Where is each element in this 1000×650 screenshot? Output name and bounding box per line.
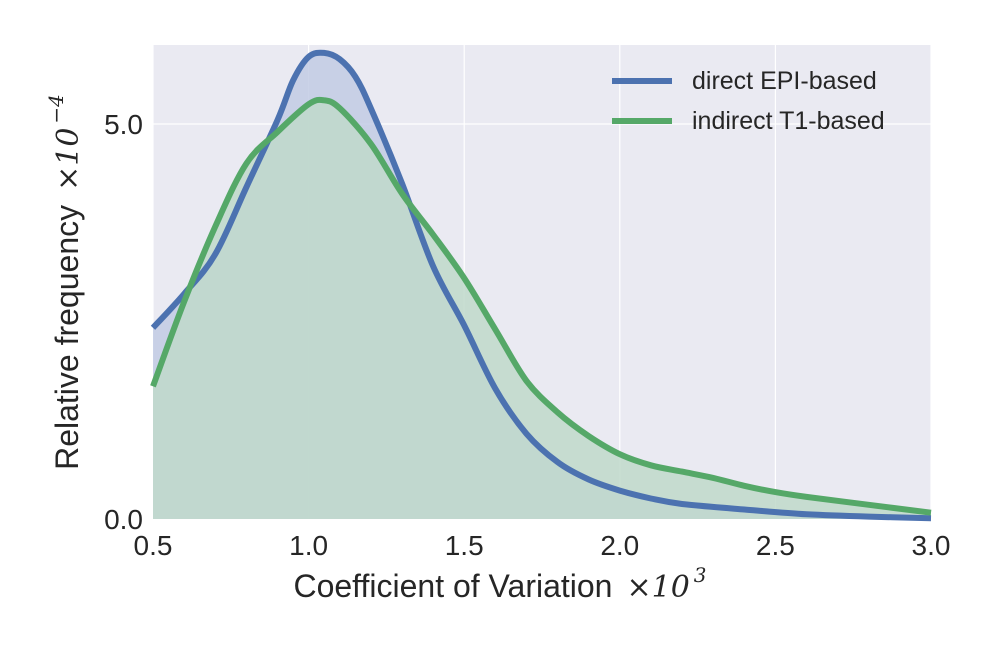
x-tick-label-1: 1.0 — [289, 530, 328, 561]
x-tick-label-5: 3.0 — [912, 530, 951, 561]
series-fill-1 — [153, 99, 931, 520]
series-lines — [150, 49, 932, 522]
y-tick-label-1: 5.0 — [104, 109, 143, 140]
series-line-1 — [150, 96, 932, 516]
y-axis-exponent: −4 — [44, 94, 68, 123]
y-axis-scale: ×10 — [51, 128, 86, 191]
x-tick-labels: 0.5 1.0 1.5 2.0 2.5 3.0 — [134, 530, 951, 561]
y-axis-label-text: Relative frequency — [49, 205, 85, 470]
y-tick-labels: 0.0 5.0 — [104, 109, 143, 535]
legend: direct EPI-based indirect T1-based — [612, 67, 885, 135]
x-axis-label-text: Coefficient of Variation — [293, 568, 612, 604]
x-tick-label-2: 1.5 — [445, 530, 484, 561]
series-line-0 — [150, 49, 932, 522]
legend-label-0: direct EPI-based — [692, 67, 877, 95]
x-tick-label-0: 0.5 — [134, 530, 173, 561]
y-axis-label: Relative frequency ×10 −4 — [44, 94, 86, 470]
x-tick-label-4: 2.5 — [756, 530, 795, 561]
series-fills — [153, 52, 931, 520]
x-axis-scale: ×10 — [626, 570, 689, 605]
legend-label-1: indirect T1-based — [692, 107, 885, 135]
x-axis-label: Coefficient of Variation ×10 3 — [293, 563, 706, 605]
x-axis-exponent: 3 — [694, 563, 707, 587]
x-tick-label-3: 2.0 — [600, 530, 639, 561]
y-tick-label-0: 0.0 — [104, 504, 143, 535]
